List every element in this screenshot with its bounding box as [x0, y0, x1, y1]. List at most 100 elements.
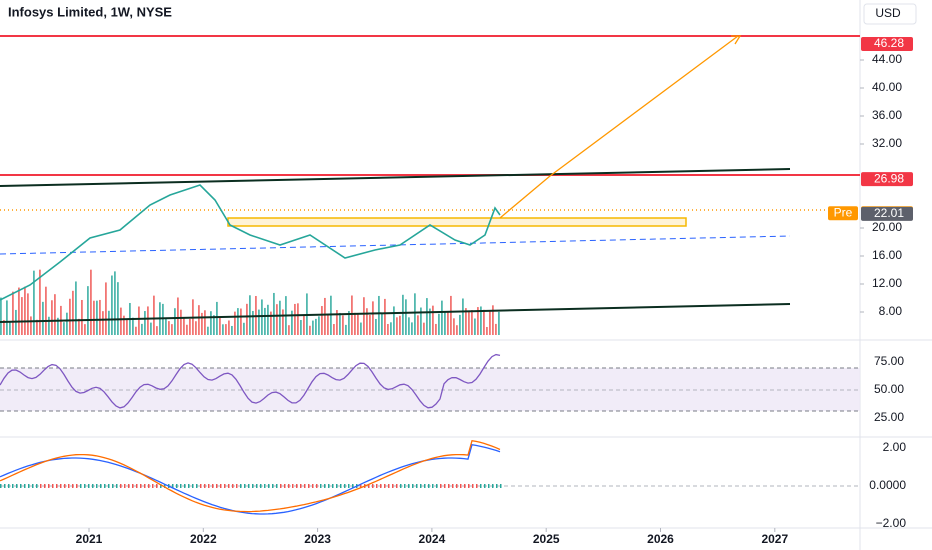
- price-tag-label: 26.98: [874, 171, 904, 185]
- volume-bar: [87, 286, 89, 335]
- trend-line: [0, 235, 791, 255]
- time-tick-label: 2025: [533, 532, 560, 546]
- volume-bar: [390, 322, 392, 335]
- currency-button[interactable]: [863, 3, 917, 25]
- volume-bar: [210, 311, 212, 335]
- volume-bar: [288, 325, 290, 335]
- volume-bar: [201, 312, 203, 335]
- macd-hist: [32, 484, 34, 488]
- price-tag: [861, 172, 913, 187]
- price-tick-label: 36.00: [872, 108, 902, 122]
- macd-hist: [160, 484, 162, 488]
- macd-hist: [396, 484, 398, 488]
- volume-bar: [393, 306, 395, 335]
- volume-bar: [51, 300, 53, 335]
- volume-bar: [378, 295, 380, 335]
- volume-bar: [219, 317, 221, 335]
- volume-bar: [84, 324, 86, 335]
- trend-line: [0, 168, 791, 187]
- price-tick-label: 12.00: [872, 276, 902, 290]
- volume-bar: [6, 300, 8, 335]
- macd-hist: [136, 484, 138, 488]
- macd-hist: [248, 484, 250, 488]
- price-tag: [861, 206, 913, 221]
- volume-bar: [135, 326, 137, 335]
- volume-bar: [291, 310, 293, 335]
- volume-bar: [300, 319, 302, 335]
- volume-bar: [339, 312, 341, 335]
- price-tag-label: 22.01: [874, 206, 904, 220]
- volume-bar: [57, 317, 59, 335]
- volume-bar: [480, 306, 482, 335]
- macd-hist: [424, 484, 426, 488]
- volume-bar: [78, 318, 80, 335]
- volume-bar: [294, 303, 296, 335]
- macd-hist: [344, 484, 346, 488]
- volume-bar: [171, 324, 173, 335]
- macd-hist: [368, 484, 370, 488]
- volume-bar: [42, 301, 44, 335]
- macd-hist: [232, 484, 234, 488]
- macd-hist: [92, 484, 94, 488]
- volume-bar: [267, 304, 269, 335]
- macd-hist: [476, 484, 478, 488]
- macd-hist: [480, 484, 482, 488]
- macd-hist: [404, 484, 406, 488]
- macd-hist: [112, 484, 114, 488]
- arrow-head: [731, 35, 742, 45]
- macd-hist: [328, 484, 330, 488]
- macd-tick-label: 2.00: [883, 440, 907, 454]
- signal-line: [0, 439, 501, 513]
- volume-bar: [234, 311, 236, 335]
- rsi-line: [0, 353, 501, 409]
- macd-hist: [384, 484, 386, 488]
- volume-bar: [240, 308, 242, 335]
- volume-bar: [48, 316, 50, 335]
- macd-hist: [288, 484, 290, 488]
- macd-hist: [460, 484, 462, 488]
- volume-bar: [354, 312, 356, 335]
- volume-bar: [177, 297, 179, 335]
- macd-hist: [204, 484, 206, 488]
- time-tick-label: 2022: [190, 532, 217, 546]
- macd-hist: [420, 484, 422, 488]
- volume-bar: [198, 305, 200, 335]
- volume-bar: [474, 318, 476, 335]
- macd-hist: [456, 484, 458, 488]
- volume-bar: [63, 322, 65, 335]
- macd-hist: [392, 484, 394, 488]
- volume-bar: [237, 308, 239, 335]
- macd-hist: [100, 484, 102, 488]
- volume-bar: [174, 308, 176, 335]
- macd-hist: [88, 484, 90, 488]
- projection-arrow: [499, 35, 739, 219]
- volume-bar: [162, 303, 164, 335]
- macd-hist: [340, 484, 342, 488]
- volume-bar: [453, 318, 455, 335]
- macd-hist: [252, 484, 254, 488]
- macd-hist: [132, 484, 134, 488]
- prefix-tag: [828, 206, 858, 221]
- price-tick-label: 32.00: [872, 136, 902, 150]
- volume-bar: [420, 307, 422, 335]
- macd-hist: [336, 484, 338, 488]
- macd-hist: [472, 484, 474, 488]
- macd-hist: [268, 484, 270, 488]
- macd-hist: [464, 484, 466, 488]
- volume-bar: [483, 309, 485, 335]
- volume-bar: [144, 311, 146, 335]
- zone-box: [227, 217, 687, 227]
- time-tick-label: 2023: [304, 532, 331, 546]
- rsi-tick-label: 75.00: [874, 354, 904, 368]
- macd-hist: [500, 484, 502, 488]
- volume-bar: [486, 326, 488, 335]
- macd-hist: [192, 484, 194, 488]
- volume-bar: [33, 270, 35, 335]
- macd-hist: [484, 484, 486, 488]
- volume-bar: [381, 313, 383, 335]
- macd-hist: [448, 484, 450, 488]
- currency[interactable]: USD: [875, 6, 901, 20]
- volume-bar: [447, 311, 449, 335]
